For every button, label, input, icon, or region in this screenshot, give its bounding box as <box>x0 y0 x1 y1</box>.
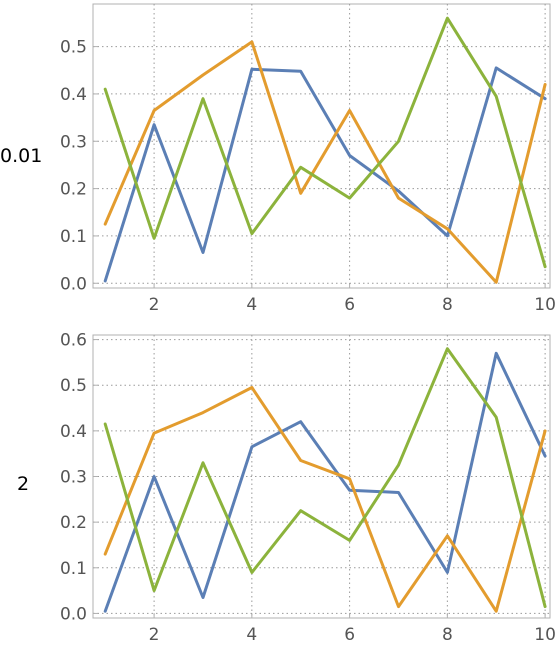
row-label-top: 0.01 <box>0 145 43 167</box>
x-tick-label-0-4: 10 <box>534 295 556 315</box>
y-tick-label-1-2: 0.2 <box>60 513 87 533</box>
y-tick-label-0-3: 0.3 <box>60 132 87 152</box>
y-tick-label-0-0: 0.0 <box>60 274 87 294</box>
x-tick-label-1-4: 10 <box>534 625 556 645</box>
y-tick-label-1-1: 0.1 <box>60 559 87 579</box>
y-tick-label-1-6: 0.6 <box>60 331 87 351</box>
series-line-0-0 <box>103 66 547 283</box>
y-tick-label-1-4: 0.4 <box>60 422 87 442</box>
series-line-1-1 <box>103 386 547 613</box>
series-line-0-2 <box>103 16 547 269</box>
x-tick-label-1-1: 4 <box>246 625 257 645</box>
x-tick-label-0-2: 6 <box>344 295 355 315</box>
x-tick-label-0-3: 8 <box>442 295 453 315</box>
y-tick-label-1-3: 0.3 <box>60 468 87 488</box>
row-label-bottom: 2 <box>17 473 30 495</box>
series-line-0-1 <box>103 40 547 284</box>
x-tick-label-1-0: 2 <box>149 625 160 645</box>
series-line-1-0 <box>103 351 547 613</box>
y-tick-label-0-1: 0.1 <box>60 227 87 247</box>
y-tick-label-0-2: 0.2 <box>60 180 87 200</box>
x-tick-label-0-1: 4 <box>246 295 257 315</box>
x-tick-label-1-2: 6 <box>344 625 355 645</box>
plot-frame-0 <box>92 3 551 289</box>
y-tick-label-1-5: 0.5 <box>60 376 87 396</box>
y-tick-label-0-4: 0.4 <box>60 85 87 105</box>
x-tick-label-1-3: 8 <box>442 625 453 645</box>
x-tick-label-0-0: 2 <box>149 295 160 315</box>
y-tick-label-0-5: 0.5 <box>60 38 87 58</box>
series-line-1-2 <box>103 347 547 609</box>
y-tick-label-1-0: 0.0 <box>60 604 87 624</box>
